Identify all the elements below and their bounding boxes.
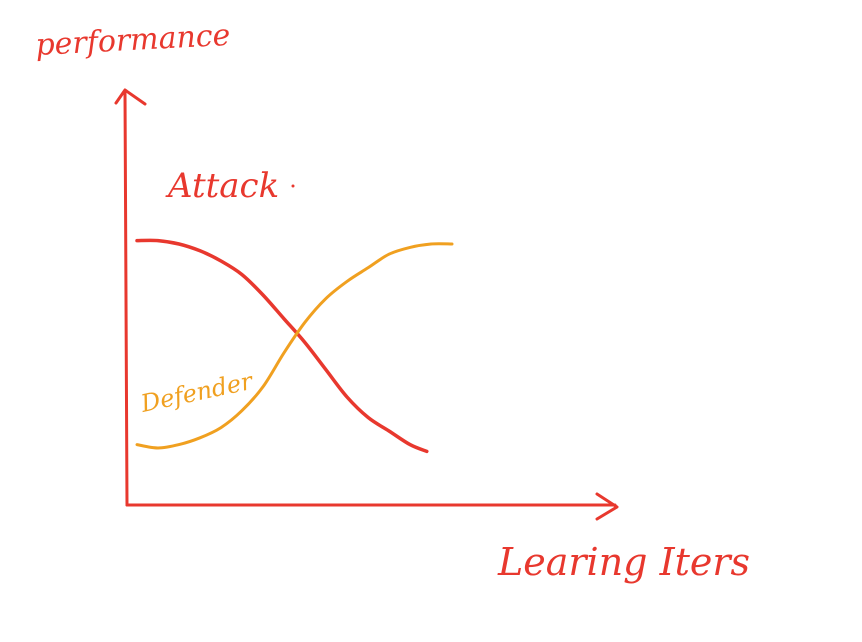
y-axis-label: performance xyxy=(35,18,232,63)
series-label-attack: Attack xyxy=(165,166,279,206)
series-label-defender: Defender xyxy=(137,367,256,418)
y-axis-arrow-icon xyxy=(114,88,147,106)
series-line-attack xyxy=(135,238,429,454)
pen-dot-mark xyxy=(291,184,295,188)
series-line-defender xyxy=(135,242,454,450)
y-axis-line xyxy=(123,90,129,507)
x-axis-label: Learing Iters xyxy=(497,540,750,584)
x-axis-arrow-icon xyxy=(595,492,619,521)
